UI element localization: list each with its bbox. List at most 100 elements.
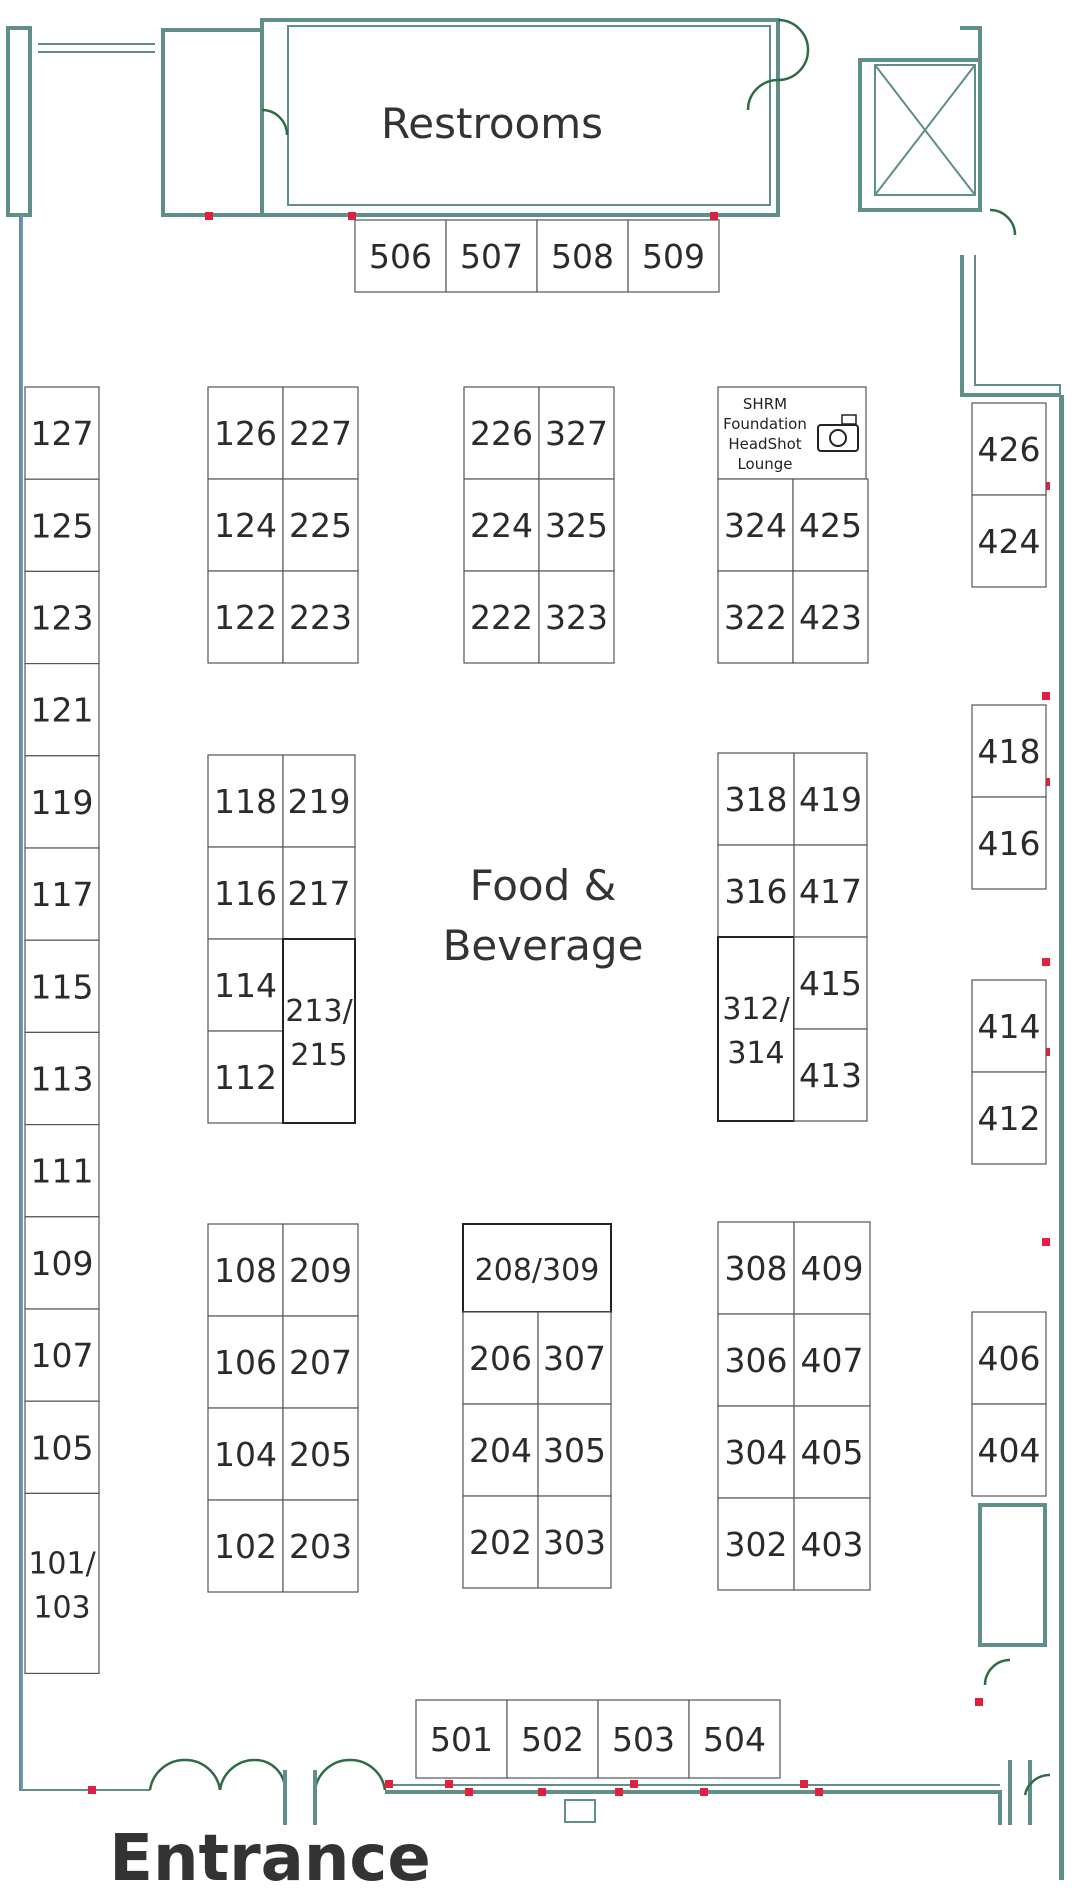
booths: 127 125 123 121 119 117 115 113 111 109 107 105 101/…: [24, 219, 1047, 1779]
booth-424[interactable]: 424: [971, 494, 1047, 588]
booth-207[interactable]: 207: [282, 1315, 359, 1409]
booth-113[interactable]: 113: [24, 1031, 100, 1126]
booth-101-103[interactable]: 101/103: [24, 1492, 100, 1675]
booth-204[interactable]: 204: [462, 1403, 539, 1497]
booth-label: 205: [289, 1435, 352, 1474]
booth-227[interactable]: 227: [282, 386, 359, 480]
booth-label: 305: [543, 1431, 606, 1470]
booth-225[interactable]: 225: [282, 478, 359, 572]
booth-303[interactable]: 303: [537, 1495, 612, 1589]
booth-label: 327: [545, 414, 608, 453]
booth-407[interactable]: 407: [793, 1313, 871, 1407]
booth-323[interactable]: 323: [538, 570, 615, 664]
booth-111[interactable]: 111: [24, 1123, 100, 1218]
booth-115[interactable]: 115: [24, 939, 100, 1034]
booth-226[interactable]: 226: [463, 386, 540, 480]
booth-508[interactable]: 508: [536, 219, 629, 293]
booth-121[interactable]: 121: [24, 662, 100, 757]
booth-label: 101/: [28, 1546, 96, 1581]
booth-label: 322: [724, 598, 787, 637]
booth-307[interactable]: 307: [537, 1311, 612, 1405]
booth-222[interactable]: 222: [463, 570, 540, 664]
booth-502[interactable]: 502: [506, 1699, 599, 1779]
booth-419[interactable]: 419: [793, 752, 868, 846]
booth-417[interactable]: 417: [793, 844, 868, 938]
booth-107[interactable]: 107: [24, 1308, 100, 1402]
booth-label: 206: [469, 1339, 532, 1378]
booth-416[interactable]: 416: [971, 796, 1047, 890]
booth-409[interactable]: 409: [793, 1221, 871, 1315]
booth-106[interactable]: 106: [207, 1315, 284, 1409]
booth-127[interactable]: 127: [24, 386, 100, 480]
booth-118[interactable]: 118: [207, 754, 284, 848]
booth-412[interactable]: 412: [971, 1071, 1047, 1165]
booth-102[interactable]: 102: [207, 1499, 284, 1593]
booth-116[interactable]: 116: [207, 846, 284, 940]
booth-109[interactable]: 109: [24, 1216, 100, 1310]
booth-219[interactable]: 219: [282, 754, 356, 848]
booth-324[interactable]: 324: [717, 478, 794, 572]
booth-423[interactable]: 423: [792, 570, 869, 664]
booth-316[interactable]: 316: [717, 844, 795, 938]
booth-105[interactable]: 105: [24, 1400, 100, 1494]
booth-122[interactable]: 122: [207, 570, 284, 664]
booth-404[interactable]: 404: [971, 1403, 1047, 1497]
booth-504[interactable]: 504: [688, 1699, 781, 1779]
booth-203[interactable]: 203: [282, 1499, 359, 1593]
booth-119[interactable]: 119: [24, 755, 100, 849]
booth-302[interactable]: 302: [717, 1497, 795, 1591]
booth-117[interactable]: 117: [24, 847, 100, 941]
booth-312-314[interactable]: 312/314: [717, 936, 795, 1122]
booth-206[interactable]: 206: [462, 1311, 539, 1405]
booth-509[interactable]: 509: [627, 219, 720, 293]
booth-425[interactable]: 425: [792, 478, 869, 572]
lounge-line1: SHRM: [743, 395, 787, 413]
booth-label: 406: [978, 1339, 1041, 1378]
entrance-label: Entrance: [109, 1822, 431, 1896]
booth-305[interactable]: 305: [537, 1403, 612, 1497]
booth-112[interactable]: 112: [207, 1030, 284, 1124]
booth-label: 124: [214, 506, 277, 545]
booth-507[interactable]: 507: [445, 219, 538, 293]
booth-406[interactable]: 406: [971, 1311, 1047, 1405]
booth-322[interactable]: 322: [717, 570, 794, 664]
booth-306[interactable]: 306: [717, 1313, 795, 1407]
booth-202[interactable]: 202: [462, 1495, 539, 1589]
booth-205[interactable]: 205: [282, 1407, 359, 1501]
booth-209[interactable]: 209: [282, 1223, 359, 1317]
booth-104[interactable]: 104: [207, 1407, 284, 1501]
booth-label: 405: [801, 1433, 864, 1472]
booth-126[interactable]: 126: [207, 386, 284, 480]
booth-426[interactable]: 426: [971, 402, 1047, 496]
booth-413[interactable]: 413: [793, 1028, 868, 1122]
booth-label: 312/: [722, 992, 790, 1027]
booth-label: 204: [469, 1431, 532, 1470]
booth-418[interactable]: 418: [971, 704, 1047, 798]
booth-327[interactable]: 327: [538, 386, 615, 480]
booth-208-309[interactable]: 208/309: [462, 1223, 612, 1313]
booth-108[interactable]: 108: [207, 1223, 284, 1317]
booth-223[interactable]: 223: [282, 570, 359, 664]
booth-415[interactable]: 415: [793, 936, 868, 1030]
headshot-lounge[interactable]: SHRM Foundation HeadShot Lounge: [717, 386, 867, 480]
booth-403[interactable]: 403: [793, 1497, 871, 1591]
booth-325[interactable]: 325: [538, 478, 615, 572]
booth-123[interactable]: 123: [24, 570, 100, 665]
booth-125[interactable]: 125: [24, 478, 100, 573]
booth-213-215[interactable]: 213/215: [282, 938, 356, 1124]
booth-414[interactable]: 414: [971, 979, 1047, 1073]
booth-label: 409: [801, 1249, 864, 1288]
booth-405[interactable]: 405: [793, 1405, 871, 1499]
booth-304[interactable]: 304: [717, 1405, 795, 1499]
booth-217[interactable]: 217: [282, 846, 356, 940]
booth-124[interactable]: 124: [207, 478, 284, 572]
booth-label: 111: [31, 1152, 94, 1191]
booth-308[interactable]: 308: [717, 1221, 795, 1315]
booth-label: 117: [31, 875, 94, 914]
booth-224[interactable]: 224: [463, 478, 540, 572]
booth-501[interactable]: 501: [415, 1699, 508, 1779]
booth-318[interactable]: 318: [717, 752, 795, 846]
booth-503[interactable]: 503: [597, 1699, 690, 1779]
booth-114[interactable]: 114: [207, 938, 284, 1032]
booth-506[interactable]: 506: [354, 219, 447, 293]
